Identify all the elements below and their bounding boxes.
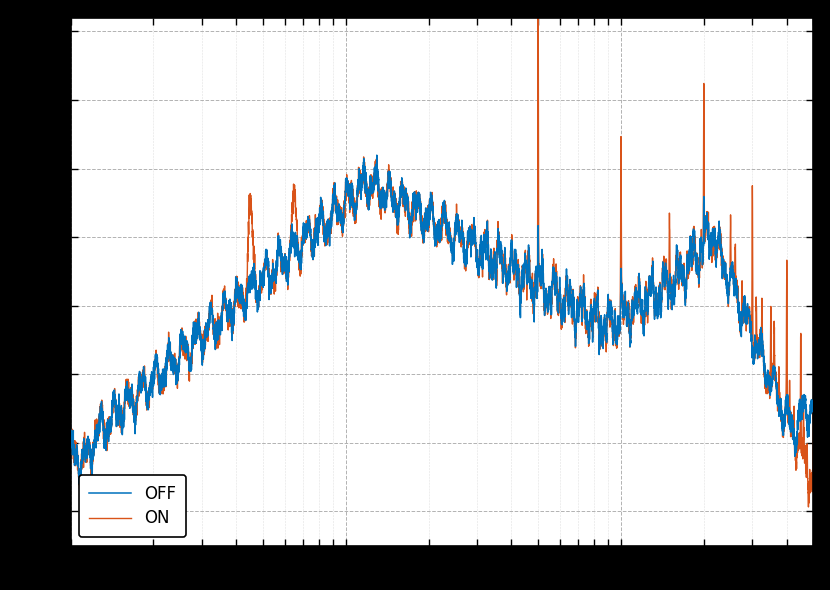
OFF bbox=[238, 300, 248, 307]
ON bbox=[246, 204, 256, 211]
ON bbox=[66, 434, 76, 441]
ON bbox=[242, 283, 252, 290]
OFF bbox=[74, 480, 84, 487]
ON bbox=[345, 202, 355, 209]
OFF bbox=[398, 186, 408, 193]
OFF bbox=[345, 183, 355, 191]
Line: OFF: OFF bbox=[71, 155, 813, 484]
Legend: OFF, ON: OFF, ON bbox=[79, 475, 186, 537]
ON bbox=[808, 415, 818, 422]
ON bbox=[803, 503, 813, 510]
OFF bbox=[372, 152, 382, 159]
OFF bbox=[246, 286, 256, 293]
OFF bbox=[803, 415, 813, 422]
ON bbox=[803, 475, 813, 482]
ON bbox=[238, 299, 248, 306]
OFF bbox=[66, 441, 76, 448]
OFF bbox=[242, 290, 252, 297]
OFF bbox=[808, 398, 818, 405]
Line: ON: ON bbox=[71, 0, 813, 507]
ON bbox=[398, 191, 408, 198]
